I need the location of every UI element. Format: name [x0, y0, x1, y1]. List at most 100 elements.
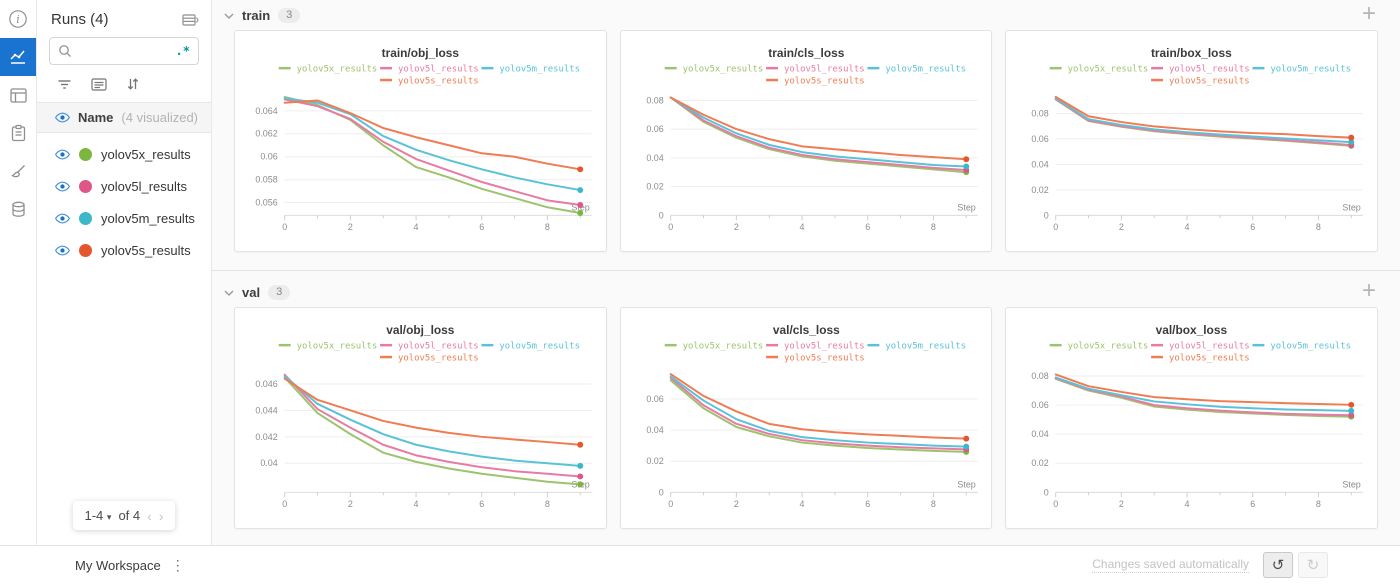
- app-window: i Runs (4) .*: [0, 0, 1400, 545]
- runs-header-row[interactable]: Name (4 visualized): [37, 102, 211, 133]
- run-color-dot: [79, 243, 92, 257]
- x-tick-label: 2: [348, 499, 353, 509]
- chart-panel[interactable]: val/obj_loss yolov5x_results yolov5l_resul…: [234, 307, 607, 529]
- charts-workspace-icon[interactable]: [0, 38, 36, 76]
- legend-label: yolov5x_results: [682, 65, 763, 75]
- x-tick-label: 2: [1119, 222, 1124, 232]
- y-tick-label: 0.04: [1032, 159, 1049, 169]
- eye-icon[interactable]: [55, 212, 70, 224]
- legend-label: yolov5l_results: [398, 65, 479, 75]
- section-count-badge: 3: [278, 8, 301, 23]
- series-line: [283, 377, 582, 446]
- x-tick-label: 0: [668, 499, 673, 509]
- run-search-box: .*: [49, 37, 199, 65]
- main-content: train 3 + train/obj_loss yolov5x_results yolo…: [212, 0, 1400, 545]
- regex-toggle-button[interactable]: .*: [175, 44, 190, 58]
- series-line: [1055, 373, 1353, 406]
- series-endpoint-marker: [577, 187, 584, 194]
- x-tick-label: 8: [545, 499, 550, 509]
- chart-title: train/box_loss: [1151, 46, 1232, 60]
- y-tick-label: 0.064: [255, 106, 277, 116]
- x-tick-label: 6: [865, 222, 870, 232]
- chart-panel[interactable]: train/obj_loss yolov5x_results yolov5l_res…: [234, 30, 607, 252]
- x-axis-label: Step: [1343, 202, 1361, 212]
- filter-icon[interactable]: [57, 78, 72, 91]
- undo-button[interactable]: ↺: [1263, 552, 1293, 578]
- page-range-dropdown[interactable]: 1-4 ▾: [84, 508, 112, 523]
- legend-label: yolov5s_results: [398, 77, 479, 87]
- run-label: yolov5l_results: [101, 178, 187, 194]
- section-count-badge: 3: [268, 285, 291, 300]
- workspace-menu-icon[interactable]: ⋮: [170, 556, 185, 573]
- chart-panel[interactable]: val/box_loss yolov5x_results yolov5l_resul…: [1005, 307, 1379, 529]
- run-search-input[interactable]: [78, 43, 170, 59]
- chart-panel[interactable]: train/cls_loss yolov5x_results yolov5l_res…: [619, 30, 993, 252]
- prev-page-button[interactable]: ‹: [147, 507, 152, 524]
- series-endpoint-marker: [1348, 412, 1355, 419]
- runs-table-expand-button[interactable]: [182, 13, 199, 27]
- chart-title: val/cls_loss: [773, 323, 840, 337]
- y-tick-label: 0.02: [1032, 458, 1049, 468]
- y-tick-label: 0.06: [1032, 134, 1049, 144]
- x-tick-label: 4: [799, 222, 804, 232]
- panels-layout-icon[interactable]: [0, 76, 36, 114]
- next-page-button[interactable]: ›: [158, 507, 164, 524]
- svg-text:i: i: [16, 13, 20, 26]
- series-line: [669, 379, 967, 453]
- chevron-down-icon[interactable]: [224, 13, 234, 19]
- x-tick-label: 8: [545, 222, 550, 232]
- search-icon: [58, 44, 72, 58]
- add-panel-button[interactable]: +: [1361, 0, 1376, 27]
- y-tick-label: 0.062: [255, 129, 277, 139]
- eye-icon[interactable]: [55, 180, 70, 192]
- chevron-down-icon[interactable]: [224, 290, 234, 296]
- info-icon[interactable]: i: [0, 0, 36, 38]
- notes-clipboard-icon[interactable]: [0, 114, 36, 152]
- x-tick-label: 4: [1185, 222, 1190, 232]
- series-endpoint-marker: [1348, 134, 1355, 141]
- run-row[interactable]: yolov5l_results: [37, 170, 211, 202]
- add-panel-button[interactable]: +: [1361, 277, 1376, 304]
- run-row[interactable]: yolov5x_results: [37, 138, 211, 170]
- run-row[interactable]: yolov5s_results: [37, 234, 211, 266]
- legend-label: yolov5s_results: [1169, 77, 1250, 87]
- x-tick-label: 6: [1251, 222, 1256, 232]
- redo-button[interactable]: ↻: [1298, 552, 1328, 578]
- artifacts-database-icon[interactable]: [0, 190, 36, 228]
- section-label[interactable]: train: [242, 8, 271, 23]
- y-tick-label: 0.058: [255, 175, 277, 185]
- series-line: [669, 96, 967, 161]
- legend-label: yolov5s_results: [398, 354, 479, 364]
- x-axis-label: Step: [957, 479, 975, 489]
- page-total: of 4: [118, 508, 141, 523]
- eye-icon[interactable]: [55, 244, 70, 256]
- series-line: [283, 97, 582, 192]
- workspace-title: My Workspace: [75, 557, 161, 573]
- run-row[interactable]: yolov5m_results: [37, 202, 211, 234]
- x-tick-label: 4: [1185, 499, 1190, 509]
- legend-label: yolov5m_results: [885, 65, 966, 75]
- series-line: [1055, 376, 1353, 412]
- x-tick-label: 4: [414, 222, 419, 232]
- sort-icon[interactable]: [126, 77, 140, 91]
- x-tick-label: 8: [1316, 222, 1321, 232]
- series-line: [283, 376, 582, 486]
- legend-label: yolov5l_results: [398, 342, 479, 352]
- chart-panel[interactable]: train/box_loss yolov5x_results yolov5l_res…: [1005, 30, 1379, 252]
- section-label[interactable]: val: [242, 285, 261, 300]
- series-endpoint-marker: [577, 473, 584, 480]
- sweep-brush-icon[interactable]: [0, 152, 36, 190]
- legend-label: yolov5m_results: [885, 342, 966, 352]
- x-tick-label: 2: [734, 499, 739, 509]
- eye-icon[interactable]: [55, 112, 70, 123]
- chart-panel[interactable]: val/cls_loss yolov5x_results yolov5l_resul…: [619, 307, 993, 529]
- grouping-icon[interactable]: [91, 77, 107, 91]
- chart-title: val/box_loss: [1156, 323, 1228, 337]
- panel-section-train: train 3 + train/obj_loss yolov5x_results yolo…: [212, 0, 1400, 267]
- y-tick-label: 0: [658, 210, 663, 220]
- eye-icon[interactable]: [55, 148, 70, 160]
- series-endpoint-marker: [962, 156, 969, 163]
- series-endpoint-marker: [577, 462, 584, 469]
- runs-toolbar: [37, 67, 211, 102]
